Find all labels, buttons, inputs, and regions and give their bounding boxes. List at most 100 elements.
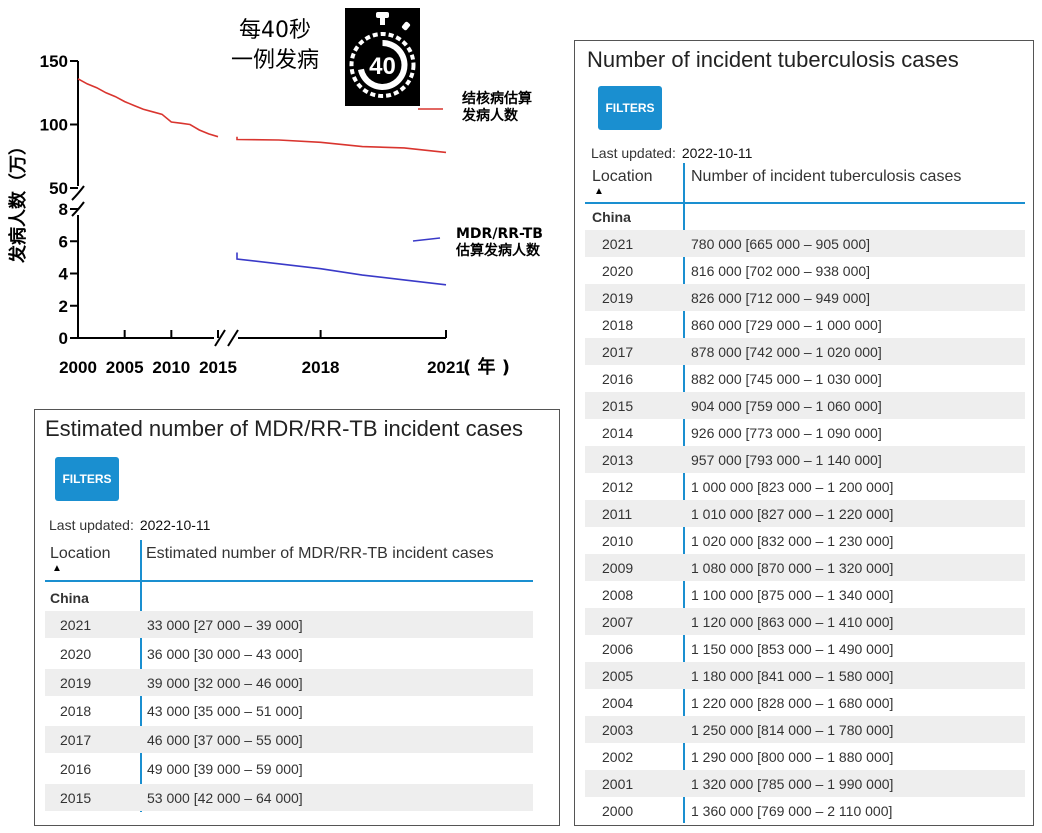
tb-year-cell: 2010: [602, 533, 634, 549]
tb-year-cell: 2008: [602, 587, 634, 603]
mdr-value-cell: 49 000 [39 000 – 59 000]: [147, 761, 303, 777]
stopwatch-icon: 40: [345, 8, 420, 106]
mdr-col-value[interactable]: Estimated number of MDR/RR-TB incident c…: [146, 545, 494, 562]
mdr-year-cell: 2016: [60, 761, 92, 777]
mdr-value-cell: 33 000 [27 000 – 39 000]: [147, 617, 303, 633]
tb-series-line-left: [77, 78, 219, 138]
tb-year-cell: 2000: [602, 803, 634, 819]
tb-value-cell: 1 320 000 [785 000 – 1 990 000]: [691, 776, 894, 792]
legend-mdr-line2: 估算发病人数: [456, 243, 540, 259]
tb-value-cell: 826 000 [712 000 – 949 000]: [691, 290, 871, 306]
x-tick-label: 2018: [302, 358, 340, 377]
tb-value-cell: 1 360 000 [769 000 – 2 110 000]: [691, 803, 893, 819]
mdr-col-location[interactable]: Location: [50, 545, 111, 562]
table-row: 2017 46 000 [37 000 – 55 000]: [45, 726, 533, 754]
tb-value-cell: 1 180 000 [841 000 – 1 580 000]: [691, 668, 894, 684]
tb-value-cell: 1 220 000 [828 000 – 1 680 000]: [691, 695, 894, 711]
tb-value-cell: 1 020 000 [832 000 – 1 230 000]: [691, 533, 894, 549]
tb-value-cell: 1 250 000 [814 000 – 1 780 000]: [691, 722, 894, 738]
y-tick-label: 8: [59, 200, 68, 219]
banner-line2: 一例发病: [230, 48, 319, 73]
table-row: 2018 43 000 [35 000 – 51 000]: [45, 697, 533, 724]
tb-series-line-right: [236, 136, 447, 154]
legend-mdr-swatch: [412, 237, 441, 242]
y-tick-label: 0: [59, 329, 68, 348]
mdr-value-cell: 43 000 [35 000 – 51 000]: [147, 703, 303, 720]
table-row: 2009 1 080 000 [870 000 – 1 320 000]: [585, 554, 1025, 581]
tb-value-cell: 1 290 000 [800 000 – 1 880 000]: [691, 749, 894, 765]
tb-year-cell: 2002: [602, 749, 634, 765]
x-tick-label: 2021: [427, 358, 465, 377]
tb-value-cell: 957 000 [793 000 – 1 140 000]: [691, 452, 882, 468]
tb-year-cell: 2011: [602, 506, 633, 522]
table-row: 2016 882 000 [745 000 – 1 030 000]: [585, 365, 1025, 392]
tb-panel-title: Number of incident tuberculosis cases: [587, 47, 959, 72]
table-row: 2017 878 000 [742 000 – 1 020 000]: [585, 338, 1025, 365]
tb-sort-asc-icon[interactable]: ▲: [594, 186, 604, 197]
mdr-panel-title: Estimated number of MDR/RR-TB incident c…: [45, 416, 524, 441]
tb-value-cell: 1 120 000 [863 000 – 1 410 000]: [691, 614, 894, 630]
tb-year-cell: 2021: [602, 236, 634, 252]
tb-year-cell: 2001: [602, 776, 634, 792]
tb-value-cell: 860 000 [729 000 – 1 000 000]: [691, 317, 882, 333]
banner-line1: 每40秒: [239, 18, 311, 43]
tb-last-updated: Last updated: 2022-10-11: [591, 145, 752, 161]
mdr-last-updated-label: Last updated:: [49, 517, 134, 533]
legend-tb-line2: 发病人数: [462, 108, 518, 124]
tb-year-cell: 2020: [602, 263, 634, 279]
incidence-chart: 150 100 50 8 6 4 2 0 2000 2005 2010 2015 2018 2021( 年…: [7, 52, 510, 378]
legend-tb-label: 结核病估算 发病人数: [462, 91, 532, 125]
tb-header-divider: [585, 202, 1025, 204]
table-row: 2015 53 000 [42 000 – 64 000]: [45, 783, 533, 811]
table-row: 2016 49 000 [39 000 – 59 000]: [45, 755, 533, 782]
y-tick-label: 50: [49, 179, 68, 198]
y-axis-title: 发病人数（万）: [7, 137, 29, 264]
tb-year-cell: 2018: [602, 317, 634, 333]
y-tick-label: 2: [59, 297, 68, 316]
tb-year-cell: 2016: [602, 371, 634, 387]
mdr-value-cell: 36 000 [30 000 – 43 000]: [147, 645, 303, 662]
mdr-year-cell: 2017: [60, 732, 92, 749]
tb-country: China: [592, 209, 631, 225]
table-row: 2008 1 100 000 [875 000 – 1 340 000]: [585, 581, 1025, 608]
y-tick-label: 150: [40, 52, 68, 71]
table-row: 2006 1 150 000 [853 000 – 1 490 000]: [585, 635, 1025, 662]
legend-mdr-line1: MDR/RR-TB: [456, 226, 543, 242]
tb-value-cell: 1 010 000 [827 000 – 1 220 000]: [691, 506, 894, 522]
tb-year-cell: 2015: [602, 398, 634, 414]
x-tick-label: 2010: [152, 358, 190, 377]
tb-value-cell: 1 000 000 [823 000 – 1 200 000]: [691, 479, 894, 495]
tb-year-cell: 2019: [602, 290, 634, 306]
mdr-sort-asc-icon[interactable]: ▲: [52, 563, 62, 574]
mdr-filters-button[interactable]: FILTERS: [55, 457, 119, 501]
tb-value-cell: 816 000 [702 000 – 938 000]: [691, 263, 871, 279]
mdr-series-line: [236, 252, 447, 286]
mdr-year-cell: 2021: [60, 617, 92, 633]
mdr-value-cell: 53 000 [42 000 – 64 000]: [147, 789, 303, 806]
table-row: 2010 1 020 000 [832 000 – 1 230 000]: [585, 527, 1025, 554]
table-row: 2012 1 000 000 [823 000 – 1 200 000]: [585, 473, 1025, 500]
x-axis-break-mark: [214, 329, 226, 347]
mdr-year-cell: 2019: [60, 674, 92, 691]
table-row: 2020 36 000 [30 000 – 43 000]: [45, 640, 533, 667]
tb-year-cell: 2013: [602, 452, 634, 468]
tb-value-cell: 904 000 [759 000 – 1 060 000]: [691, 398, 882, 414]
table-row: 2005 1 180 000 [841 000 – 1 580 000]: [585, 662, 1025, 689]
y-tick-label: 6: [59, 232, 68, 251]
tb-value-cell: 926 000 [773 000 – 1 090 000]: [691, 425, 882, 441]
mdr-header-divider: [45, 580, 533, 582]
tb-filters-button[interactable]: FILTERS: [598, 86, 662, 130]
table-row: 2018 860 000 [729 000 – 1 000 000]: [585, 311, 1025, 338]
tb-col-value[interactable]: Number of incident tuberculosis cases: [691, 168, 962, 185]
mdr-last-updated-value: 2022-10-11: [139, 517, 211, 533]
tb-col-location[interactable]: Location: [592, 168, 653, 185]
mdr-year-cell: 2020: [60, 645, 92, 662]
y-axis-break-mark: [71, 185, 85, 201]
tb-value-cell: 1 080 000 [870 000 – 1 320 000]: [691, 560, 894, 576]
tb-last-updated-value: 2022-10-11: [681, 145, 753, 161]
table-row: 2019 39 000 [32 000 – 46 000]: [45, 668, 533, 696]
tb-value-cell: 878 000 [742 000 – 1 020 000]: [691, 344, 882, 360]
tb-value-cell: 1 150 000 [853 000 – 1 490 000]: [691, 641, 894, 657]
table-row: 2000 1 360 000 [769 000 – 2 110 000]: [585, 797, 1025, 824]
tb-panel: Number of incident tuberculosis cases FI…: [574, 40, 1034, 826]
